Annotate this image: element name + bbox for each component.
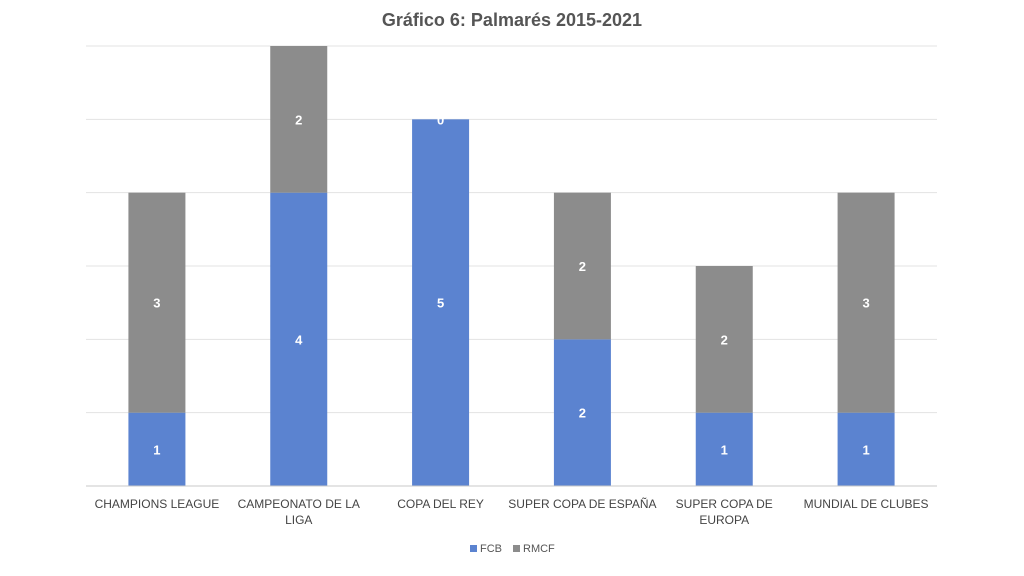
- bar-rmcf-5: [837, 192, 895, 413]
- x-tick-label-4: SUPER COPA DE: [676, 497, 773, 511]
- x-tick-label-3: SUPER COPA DE ESPAÑA: [508, 497, 656, 511]
- bar-fcb-5: [837, 412, 895, 486]
- data-labels: 1 3 4 2 5 0 2 2 1 2 1 3: [153, 112, 869, 457]
- data-label-fcb-4: 1: [721, 442, 728, 457]
- data-label-rmcf-0: 3: [153, 296, 160, 311]
- bar-rmcf-1: [270, 46, 328, 193]
- data-label-fcb-5: 1: [862, 442, 869, 457]
- x-tick-label-0: CHAMPIONS LEAGUE: [95, 497, 220, 511]
- legend-label-fcb: FCB: [480, 543, 502, 555]
- gridlines: [86, 45, 937, 414]
- bar-fcb-3: [553, 339, 611, 486]
- bar-rmcf-0: [128, 192, 186, 413]
- legend-label-rmcf: RMCF: [523, 543, 555, 555]
- data-label-fcb-0: 1: [153, 442, 160, 457]
- data-label-rmcf-1: 2: [295, 112, 302, 127]
- bar-fcb-4: [695, 412, 753, 486]
- x-tick-label-2: COPA DEL REY: [397, 497, 484, 511]
- bars: [128, 46, 895, 486]
- legend-swatch-fcb: [470, 545, 477, 552]
- data-label-fcb-1: 4: [295, 332, 303, 347]
- legend: FCB RMCF: [470, 543, 555, 555]
- data-label-rmcf-2: 0: [437, 112, 444, 127]
- data-label-rmcf-5: 3: [862, 296, 869, 311]
- bar-rmcf-3: [553, 192, 611, 340]
- bar-fcb-2: [412, 119, 470, 486]
- x-tick-label-5: MUNDIAL DE CLUBES: [804, 497, 929, 511]
- data-label-rmcf-4: 2: [721, 332, 728, 347]
- data-label-rmcf-3: 2: [579, 259, 586, 274]
- x-tick-label-1: LIGA: [285, 513, 312, 527]
- data-label-fcb-2: 5: [437, 296, 444, 311]
- x-tick-label-4: EUROPA: [699, 513, 749, 527]
- x-tick-labels: CHAMPIONS LEAGUE CAMPEONATO DE LA LIGA COPA…: [95, 497, 929, 527]
- chart-title: Gráfico 6: Palmarés 2015-2021: [382, 10, 642, 30]
- bar-fcb-0: [128, 412, 186, 486]
- x-tick-label-1: CAMPEONATO DE LA: [238, 497, 360, 511]
- legend-swatch-rmcf: [513, 545, 520, 552]
- bar-fcb-1: [270, 192, 328, 486]
- data-label-fcb-3: 2: [579, 406, 586, 421]
- bar-rmcf-4: [695, 266, 753, 413]
